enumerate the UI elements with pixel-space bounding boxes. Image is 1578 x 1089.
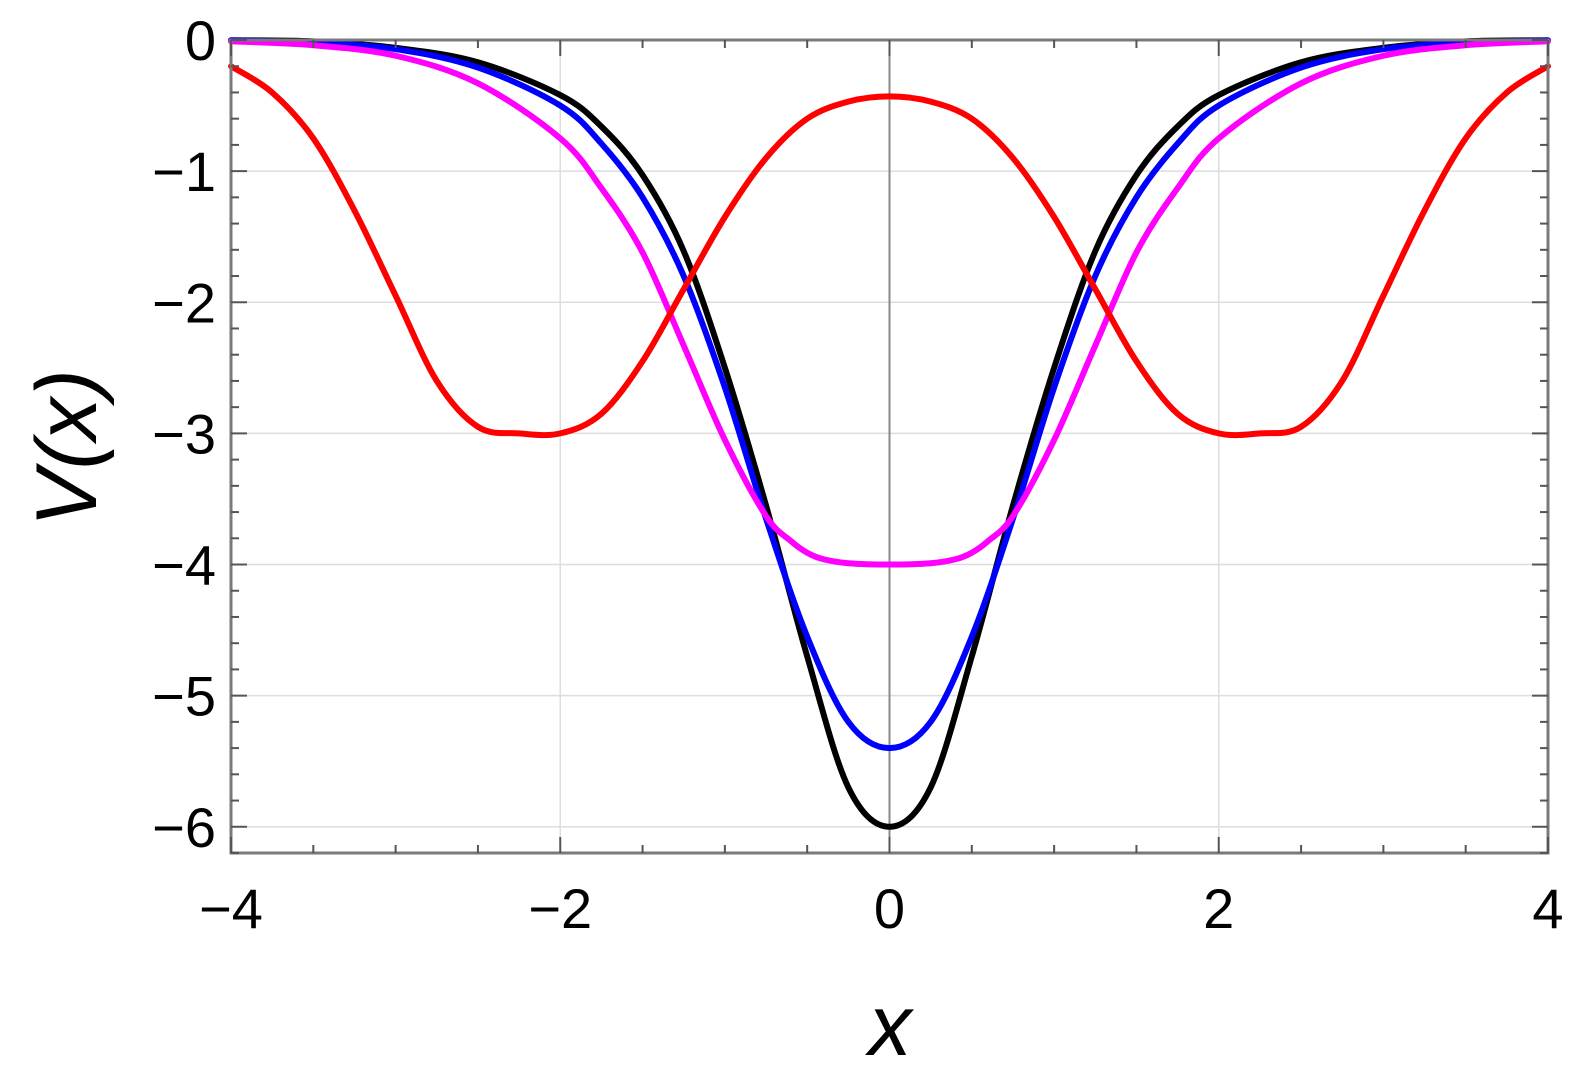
y-tick-label: −3 (152, 402, 216, 465)
y-axis-label: V(x) (19, 369, 115, 527)
series-line-4 (228, 63, 1551, 439)
series-line-2 (228, 37, 1551, 752)
series-line-3 (228, 38, 1551, 568)
axis-ticks (230, 39, 1549, 854)
y-tick-label: 0 (185, 9, 216, 72)
x-tick-label: 0 (874, 877, 905, 940)
y-tick-label: −2 (152, 271, 216, 334)
x-tick-label: −2 (528, 877, 592, 940)
y-tick-label: −5 (152, 665, 216, 728)
x-tick-label: −4 (199, 877, 263, 940)
y-tick-label: −4 (152, 534, 216, 597)
x-tick-label: 2 (1203, 877, 1234, 940)
tick-labels: −4 −2 0 2 4 0 −1 −2 −3 −4 −5 −6 (152, 9, 1563, 940)
y-tick-label: −6 (152, 796, 216, 859)
series-line-1 (228, 37, 1551, 830)
x-axis-label: x (865, 978, 915, 1074)
series-lines (228, 37, 1551, 830)
x-tick-label: 4 (1532, 877, 1563, 940)
y-tick-label: −1 (152, 140, 216, 203)
